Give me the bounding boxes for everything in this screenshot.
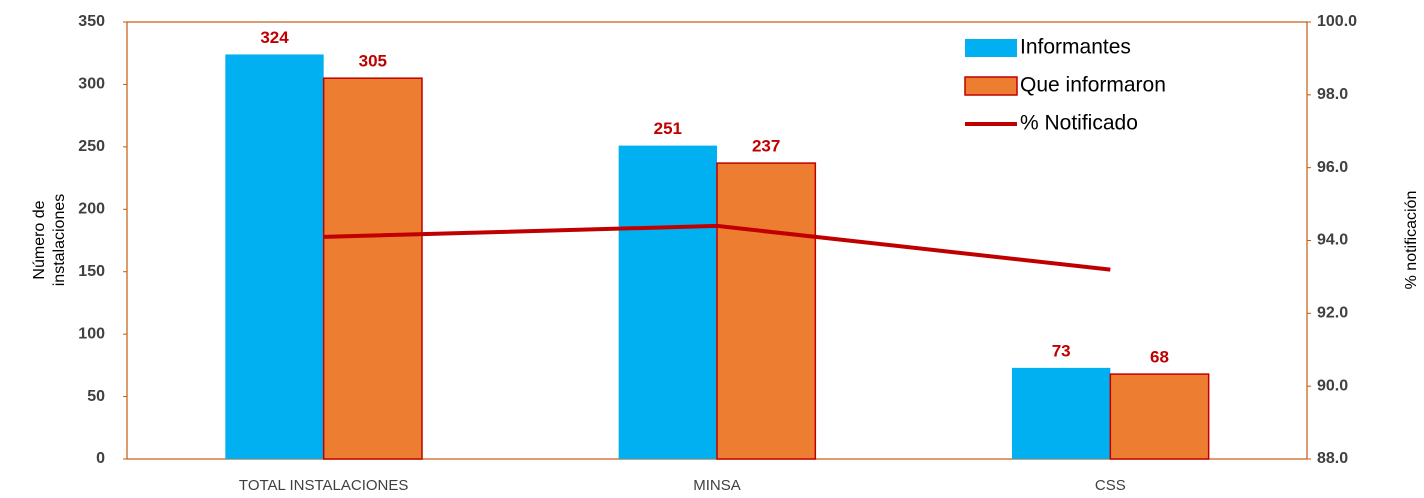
- value-label: 73: [1052, 341, 1071, 360]
- y-tick-label: 0: [96, 450, 105, 467]
- value-label: 305: [359, 52, 387, 71]
- legend-swatch: [964, 76, 1018, 96]
- bar: [618, 145, 717, 459]
- x-tick-label: TOTAL INSTALACIONES: [239, 477, 408, 494]
- y-tick-label: 150: [78, 263, 105, 280]
- bar: [1012, 367, 1111, 459]
- legend-label: Informantes: [1020, 36, 1131, 59]
- value-label: 237: [752, 137, 780, 156]
- bar: [716, 162, 817, 460]
- y-tick-label: 300: [78, 76, 105, 93]
- y-axis-title: instalaciones: [51, 194, 68, 287]
- x-tick-label: CSS: [1095, 477, 1126, 494]
- bar: [225, 54, 324, 459]
- bar: [322, 77, 423, 460]
- value-label: 324: [260, 28, 289, 47]
- legend-swatch: [965, 39, 1017, 57]
- bar: [1109, 373, 1210, 460]
- y2-tick-label: 96.0: [1317, 159, 1348, 176]
- y2-tick-label: 98.0: [1317, 86, 1348, 103]
- y-tick-label: 100: [78, 325, 105, 342]
- value-label: 68: [1150, 348, 1169, 367]
- y2-tick-label: 94.0: [1317, 232, 1348, 249]
- y-tick-label: 200: [78, 201, 105, 218]
- y2-tick-label: 100.0: [1317, 13, 1357, 30]
- y2-tick-label: 90.0: [1317, 377, 1348, 394]
- value-label: 251: [654, 119, 682, 138]
- y2-axis-title: % notificación: [1403, 191, 1420, 290]
- legend-label: % Notificado: [1020, 112, 1138, 135]
- y-tick-label: 50: [87, 388, 105, 405]
- x-tick-label: MINSA: [693, 477, 741, 494]
- y2-tick-label: 92.0: [1317, 305, 1348, 322]
- line: [323, 223, 1111, 272]
- y-tick-label: 250: [78, 138, 105, 155]
- y2-tick-label: 88.0: [1317, 450, 1348, 467]
- legend-label: Que informaron: [1020, 74, 1166, 97]
- y-tick-label: 350: [78, 13, 105, 30]
- y-axis-title: Número de: [31, 200, 48, 279]
